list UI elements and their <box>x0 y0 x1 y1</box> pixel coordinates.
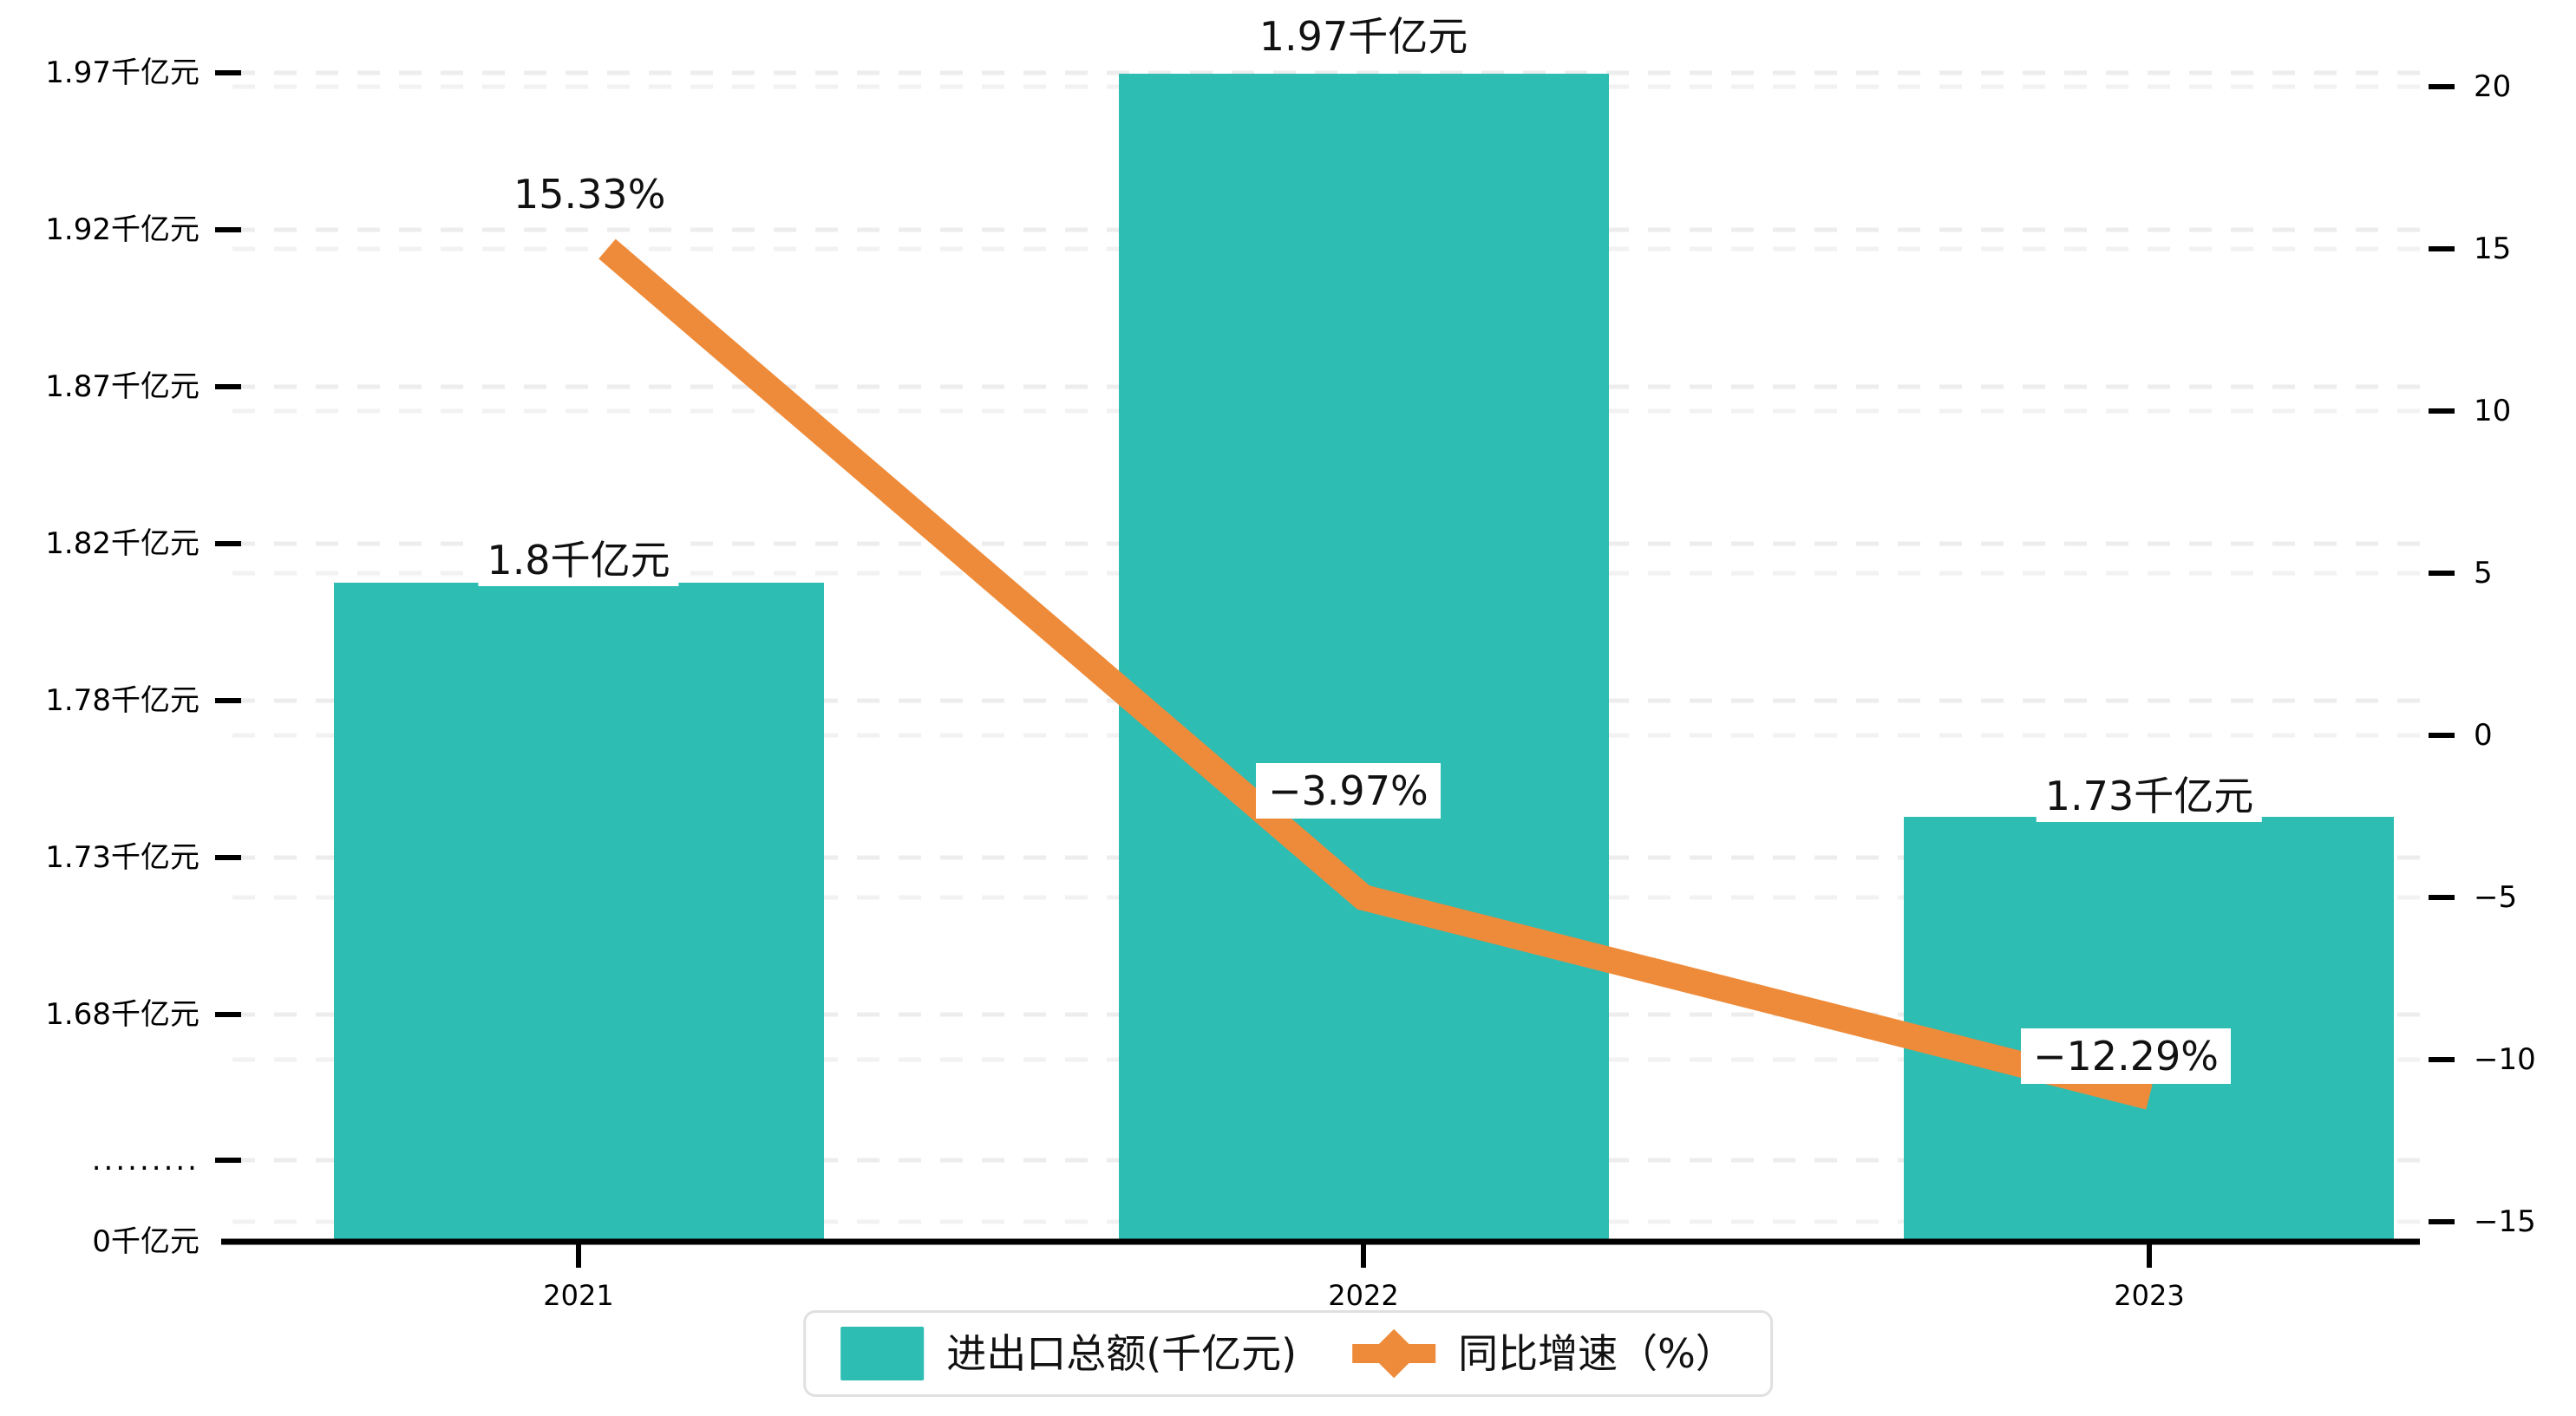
bar-2022 <box>1119 74 1609 1242</box>
y-axis-left-tick-label: 0千亿元 <box>92 1224 199 1259</box>
chart-legend: 进出口总额(千亿元) 同比增速（%） <box>803 1310 1773 1397</box>
legend-bar-swatch-icon <box>840 1327 925 1380</box>
legend-line-diamond-icon <box>1352 1327 1436 1380</box>
y-axis-left-tick-label: 1.92千亿元 <box>45 212 199 247</box>
y-axis-left-tick-label: 1.68千亿元 <box>45 997 199 1032</box>
growth-value-label-2023: −12.29% <box>2021 1028 2231 1085</box>
bar-value-label-2023: 1.73千亿元 <box>2036 770 2263 823</box>
y-axis-right-tick-label: 0 <box>2474 718 2493 753</box>
y-axis-left-tick-label: 1.78千亿元 <box>45 683 199 718</box>
bar-2021 <box>334 583 824 1242</box>
y-axis-right-tick-label: −10 <box>2474 1042 2536 1077</box>
growth-value-label-2021: 15.33% <box>513 171 666 218</box>
y-axis-left-tick-label: 1.73千亿元 <box>45 840 199 875</box>
y-axis-left-tick-label: 1.97千亿元 <box>45 55 199 90</box>
legend-item-label: 同比增速（%） <box>1458 1330 1736 1377</box>
x-axis-tick-label-2021: 2021 <box>543 1279 614 1312</box>
bar-value-label-2022: 1.97千亿元 <box>1250 10 1477 63</box>
y-axis-break-tick-label: ......... <box>91 1143 199 1178</box>
x-axis-tick-label-2023: 2023 <box>2114 1279 2185 1312</box>
y-axis-right-tick-label: 5 <box>2474 556 2493 591</box>
growth-value-label-2022: −3.97% <box>1256 763 1441 819</box>
left-axis-ticks <box>215 70 241 1163</box>
x-axis-tick-label-2022: 2022 <box>1328 1279 1399 1312</box>
right-axis-ticks <box>2429 84 2455 1224</box>
bar-value-label-2021: 1.8千亿元 <box>478 534 679 587</box>
line-series <box>598 238 2153 1110</box>
legend-item-import-export-total[interactable]: 进出口总额(千亿元) <box>840 1327 1297 1380</box>
y-axis-right-tick-label: −5 <box>2474 880 2518 915</box>
y-axis-right-tick-label: −15 <box>2474 1204 2536 1239</box>
y-axis-left-tick-label: 1.82千亿元 <box>45 526 199 561</box>
y-axis-right-tick-label: 10 <box>2474 394 2512 428</box>
legend-item-label: 进出口总额(千亿元) <box>946 1330 1298 1377</box>
x-axis-ticks <box>576 1242 2152 1268</box>
y-axis-right-tick-label: 15 <box>2474 232 2512 266</box>
y-axis-left-tick-label: 1.87千亿元 <box>45 369 199 404</box>
growth-rate-line <box>598 238 2153 1110</box>
y-axis-right-tick-label: 20 <box>2474 69 2512 104</box>
legend-item-growth-rate[interactable]: 同比增速（%） <box>1352 1327 1736 1380</box>
